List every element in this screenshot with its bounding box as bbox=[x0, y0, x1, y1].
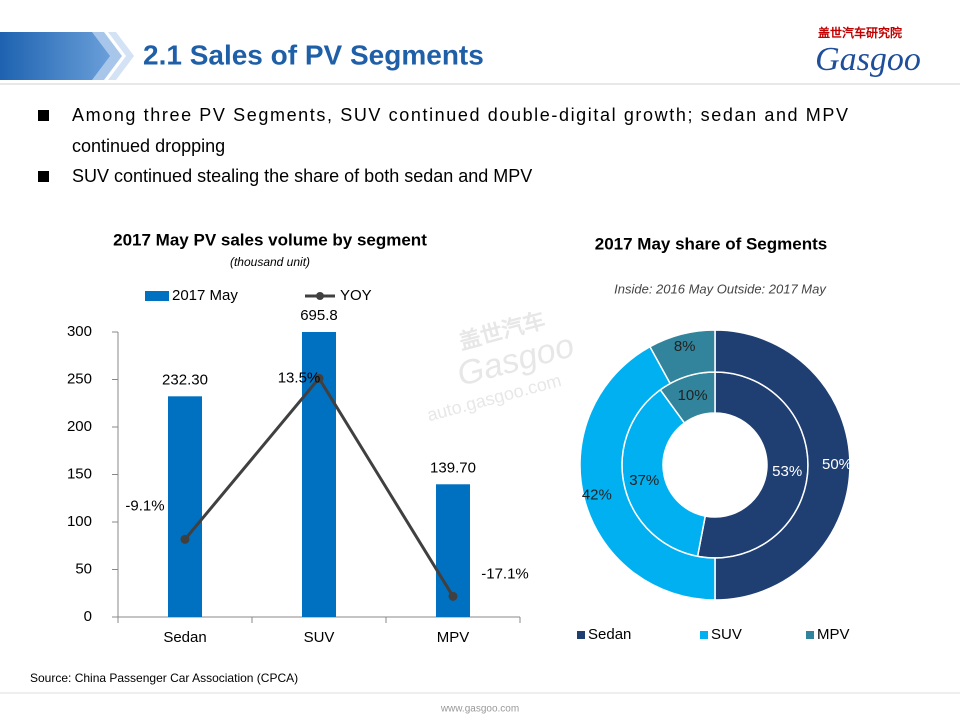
x-tick-label: SUV bbox=[304, 629, 335, 646]
bullet-text: continued dropping bbox=[72, 136, 225, 156]
chart-title: 2017 May PV sales volume by segment bbox=[113, 230, 427, 249]
chart-title: 2017 May share of Segments bbox=[595, 234, 827, 253]
legend-label: YOY bbox=[340, 287, 372, 304]
legend-marker bbox=[316, 292, 324, 300]
data-label: -17.1% bbox=[481, 565, 529, 582]
donut-slice bbox=[648, 329, 716, 385]
data-label: 695.8 bbox=[300, 307, 338, 324]
line-marker bbox=[448, 591, 458, 601]
data-label: 50% bbox=[822, 456, 852, 473]
source: Source: China Passenger Car Association … bbox=[30, 671, 298, 685]
y-tick-label: 50 bbox=[75, 560, 92, 577]
legend-label: Sedan bbox=[588, 626, 631, 643]
legend-swatch bbox=[145, 291, 169, 301]
data-label: -9.1% bbox=[125, 497, 164, 514]
data-label: 37% bbox=[629, 472, 659, 489]
legend-swatch bbox=[700, 631, 708, 639]
plot-area bbox=[168, 332, 470, 617]
donut-slice bbox=[579, 345, 716, 601]
bullet-square bbox=[38, 171, 49, 182]
data-label: 13.5% bbox=[278, 369, 321, 386]
logo: Gasgoo bbox=[815, 41, 921, 78]
watermark: 盖世汽车 Gasgoo auto.gasgoo.com bbox=[425, 307, 578, 425]
y-tick-label: 250 bbox=[67, 370, 92, 387]
slide-title: 2.1 Sales of PV Segments bbox=[143, 39, 484, 70]
data-label: 53% bbox=[772, 463, 802, 480]
legend-label: 2017 May bbox=[172, 287, 238, 304]
data-label: 42% bbox=[582, 486, 612, 503]
legend-swatch bbox=[577, 631, 585, 639]
legend-label: SUV bbox=[711, 626, 742, 643]
line-marker bbox=[314, 373, 324, 383]
line-marker bbox=[180, 534, 190, 544]
y-tick-label: 0 bbox=[84, 608, 92, 625]
legend-swatch bbox=[806, 631, 814, 639]
footer: www.gasgoo.com bbox=[440, 704, 519, 715]
data-label: 139.70 bbox=[430, 459, 476, 476]
chart-subtitle: Inside: 2016 May Outside: 2017 May bbox=[614, 281, 827, 296]
chart-subtitle: (thousand unit) bbox=[230, 255, 310, 269]
header-band bbox=[0, 32, 134, 80]
x-tick-label: MPV bbox=[437, 629, 470, 646]
donut-slice bbox=[714, 329, 851, 601]
data-label: 232.30 bbox=[162, 371, 208, 388]
legend-label: MPV bbox=[817, 626, 850, 643]
y-tick-label: 200 bbox=[67, 418, 92, 435]
y-tick-label: 300 bbox=[67, 323, 92, 340]
bullet-text: SUV continued stealing the share of both… bbox=[72, 166, 532, 186]
logo-cn: 盖世汽车研究院 bbox=[818, 25, 902, 40]
y-tick-label: 100 bbox=[67, 513, 92, 530]
y-tick-label: 150 bbox=[67, 465, 92, 482]
bullet-square bbox=[38, 110, 49, 121]
data-label: 8% bbox=[674, 338, 696, 355]
bar bbox=[168, 396, 202, 617]
x-tick-label: Sedan bbox=[163, 629, 206, 646]
bullet-text: Among three PV Segments, SUV continued d… bbox=[72, 105, 848, 125]
data-label: 10% bbox=[678, 387, 708, 404]
